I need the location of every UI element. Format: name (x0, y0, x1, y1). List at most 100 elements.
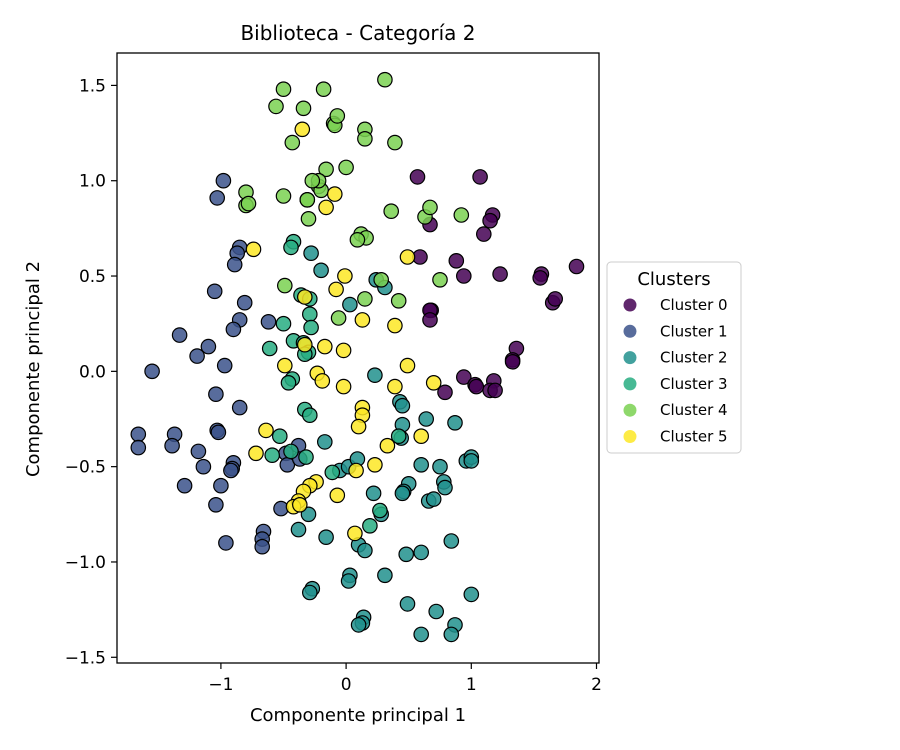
point-cluster-2 (443, 626, 460, 643)
legend-label-cluster-0: Cluster 0 (660, 296, 728, 314)
point-cluster-4 (304, 172, 321, 189)
point-cluster-4 (318, 161, 334, 178)
point-cluster-5 (294, 121, 311, 138)
point-cluster-5 (276, 357, 293, 374)
point-cluster-3 (275, 315, 292, 332)
point-cluster-5 (379, 437, 396, 454)
legend-label-cluster-3: Cluster 3 (660, 375, 728, 393)
point-cluster-1 (216, 357, 233, 374)
point-cluster-4 (315, 81, 332, 97)
x-axis-label: Componente principal 1 (250, 705, 466, 726)
point-cluster-5 (399, 249, 416, 265)
point-cluster-3 (298, 449, 314, 465)
point-cluster-5 (350, 418, 367, 435)
legend-box (606, 261, 742, 454)
point-cluster-4 (300, 211, 317, 227)
point-cluster-3 (390, 428, 407, 444)
point-cluster-4 (329, 108, 346, 124)
point-cluster-3 (301, 306, 318, 322)
point-cluster-2 (463, 586, 480, 603)
point-cluster-1 (176, 477, 193, 494)
point-cluster-2 (301, 584, 318, 601)
x-tick-label: 2 (591, 675, 602, 695)
y-tick-label: −1.0 (65, 553, 106, 573)
point-cluster-3 (261, 340, 278, 357)
point-cluster-4 (373, 271, 389, 288)
x-tick-label: 1 (466, 675, 477, 695)
legend-title: Clusters (637, 269, 710, 290)
point-cluster-0 (504, 353, 521, 370)
point-cluster-2 (398, 546, 414, 563)
point-cluster-0 (568, 258, 585, 275)
point-cluster-3 (372, 502, 388, 519)
x-tick-label: −1 (208, 675, 233, 695)
point-cluster-2 (418, 411, 434, 427)
point-cluster-1 (231, 399, 248, 416)
point-cluster-5 (314, 373, 331, 389)
point-cluster-2 (428, 603, 444, 620)
point-cluster-1 (144, 363, 160, 380)
point-cluster-5 (335, 342, 352, 359)
point-cluster-2 (350, 617, 367, 633)
x-tick-label: 0 (341, 675, 352, 695)
legend-marker-cluster-1 (623, 324, 637, 338)
point-cluster-4 (276, 277, 293, 294)
point-cluster-1 (209, 190, 225, 206)
point-cluster-4 (275, 81, 292, 97)
point-cluster-0 (409, 169, 426, 185)
point-cluster-5 (329, 487, 346, 504)
point-cluster-5 (413, 428, 429, 444)
point-cluster-4 (453, 207, 470, 223)
point-cluster-5 (291, 496, 308, 513)
point-cluster-1 (189, 348, 205, 364)
point-cluster-0 (468, 378, 485, 395)
point-cluster-4 (295, 100, 312, 117)
point-cluster-0 (482, 212, 498, 229)
points-layer (130, 71, 585, 643)
point-cluster-4 (432, 271, 448, 288)
point-cluster-2 (365, 485, 382, 502)
point-cluster-1 (195, 458, 212, 475)
point-cluster-0 (492, 266, 508, 282)
y-tick-label: 1.5 (79, 76, 106, 96)
point-cluster-4 (377, 71, 393, 88)
point-cluster-4 (357, 131, 373, 147)
point-cluster-3 (301, 407, 318, 423)
point-cluster-2 (316, 434, 333, 450)
point-cluster-5 (335, 378, 352, 395)
point-cluster-2 (447, 414, 463, 431)
y-axis: −1.5 −1.0 −0.5 0.0 0.5 1.0 1.5 (65, 76, 117, 668)
point-cluster-5 (399, 357, 416, 374)
point-cluster-4 (390, 292, 407, 309)
point-cluster-1 (208, 496, 224, 513)
point-cluster-5 (354, 312, 371, 328)
point-cluster-2 (367, 367, 383, 383)
point-cluster-1 (260, 313, 277, 330)
point-cluster-1 (190, 443, 207, 460)
point-cluster-2 (313, 262, 329, 279)
point-cluster-4 (349, 232, 366, 248)
legend-label-cluster-2: Cluster 2 (660, 349, 728, 367)
point-cluster-5 (245, 241, 262, 258)
point-cluster-4 (268, 98, 284, 115)
point-cluster-2 (318, 529, 334, 545)
point-cluster-1 (208, 386, 224, 402)
y-tick-label: 0.5 (79, 267, 106, 287)
point-cluster-5 (387, 317, 403, 334)
point-cluster-5 (248, 445, 264, 462)
x-axis: −1 0 1 2 (208, 663, 602, 695)
point-cluster-2 (413, 626, 429, 643)
legend-marker-cluster-2 (623, 351, 637, 365)
point-cluster-4 (240, 195, 257, 212)
point-cluster-2 (357, 542, 373, 559)
point-cluster-3 (280, 374, 297, 391)
legend-marker-cluster-0 (623, 298, 637, 312)
point-cluster-5 (258, 422, 274, 439)
y-axis-label: Componente principal 2 (23, 261, 44, 477)
point-cluster-2 (425, 491, 442, 507)
point-cluster-5 (367, 456, 383, 473)
point-cluster-5 (337, 268, 353, 284)
point-cluster-5 (318, 199, 334, 216)
legend-label-cluster-5: Cluster 5 (660, 428, 728, 446)
point-cluster-2 (394, 485, 411, 502)
